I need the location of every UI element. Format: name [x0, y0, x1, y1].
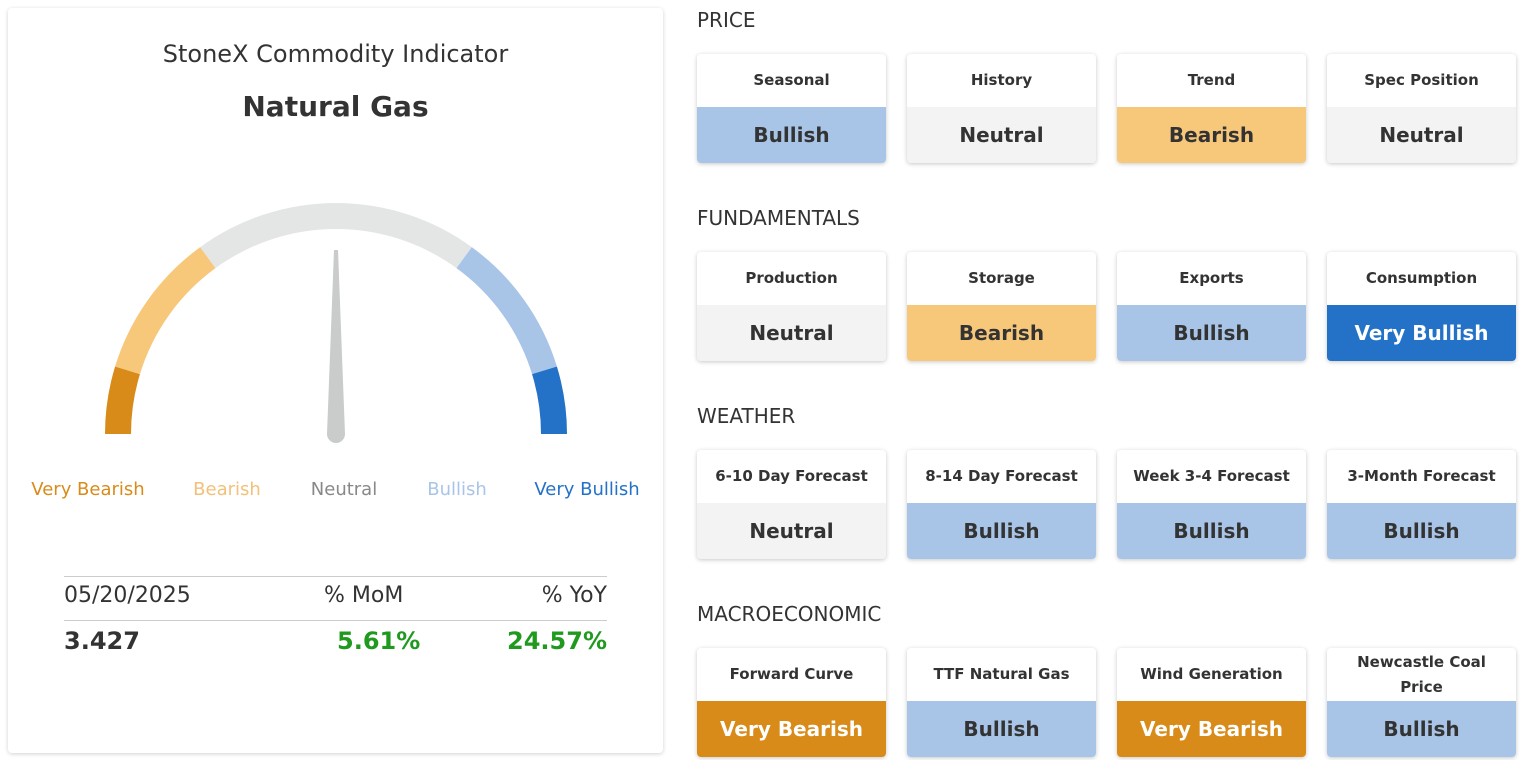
card-label: Trend	[1187, 71, 1236, 89]
stat-value: 3.427	[64, 627, 140, 655]
signal-card: Week 3-4 Forecast Bullish	[1117, 450, 1306, 559]
signal-card: Trend Bearish	[1117, 54, 1306, 163]
card-label: Wind Generation	[1140, 665, 1283, 683]
card-signal: Bullish	[1117, 503, 1306, 559]
level-label: Bullish	[427, 479, 487, 500]
signal-card: Forward Curve Very Bearish	[697, 648, 886, 757]
stat-header: 05/20/2025	[64, 583, 191, 608]
card-label: Newcastle Coal Price	[1357, 652, 1486, 696]
gauge-segment	[200, 203, 472, 269]
card-signal: Very Bearish	[697, 701, 886, 757]
gauge-segment	[456, 247, 557, 375]
level-label: Very Bullish	[534, 479, 640, 500]
card-signal: Very Bearish	[1117, 701, 1306, 757]
divider	[64, 620, 607, 621]
signal-card: 6-10 Day Forecast Neutral	[697, 450, 886, 559]
stat-header: % MoM	[324, 583, 404, 608]
section-title: FUNDAMENTALS	[697, 206, 860, 230]
card-label: TTF Natural Gas	[933, 665, 1070, 683]
card-label: Storage	[968, 269, 1035, 287]
level-label: Neutral	[310, 479, 378, 500]
card-label: Week 3-4 Forecast	[1133, 467, 1290, 485]
card-label: Production	[745, 269, 838, 287]
card-signal: Neutral	[697, 503, 886, 559]
card-label: 8-14 Day Forecast	[925, 467, 1078, 485]
stat-value: 5.61%	[337, 627, 421, 655]
card-label: Seasonal	[753, 71, 830, 89]
gauge-segment	[115, 247, 216, 375]
card-label: Spec Position	[1364, 71, 1479, 89]
signal-card: History Neutral	[907, 54, 1096, 163]
level-label: Bearish	[193, 479, 261, 500]
section-title: PRICE	[697, 8, 756, 32]
signal-card: Production Neutral	[697, 252, 886, 361]
card-label: Forward Curve	[729, 665, 854, 683]
card-label: 3-Month Forecast	[1347, 467, 1496, 485]
card-label: Consumption	[1365, 269, 1478, 287]
section-title: WEATHER	[697, 404, 796, 428]
signal-card: Spec Position Neutral	[1327, 54, 1516, 163]
signal-card: Consumption Very Bullish	[1327, 252, 1516, 361]
signal-card: TTF Natural Gas Bullish	[907, 648, 1096, 757]
stat-header: % YoY	[541, 583, 607, 608]
card-signal: Bullish	[1327, 503, 1516, 559]
card-label: Exports	[1179, 269, 1244, 287]
card-signal: Very Bullish	[1327, 305, 1516, 361]
card-signal: Bullish	[1117, 305, 1306, 361]
subtitle: Natural Gas	[242, 90, 429, 123]
section-title: MACROECONOMIC	[697, 602, 882, 626]
signal-card: Storage Bearish	[907, 252, 1096, 361]
stat-value: 24.57%	[507, 627, 607, 655]
card-signal: Bullish	[1327, 701, 1516, 757]
card-signal: Neutral	[1327, 107, 1516, 163]
card-signal: Bullish	[907, 503, 1096, 559]
title: StoneX Commodity Indicator	[162, 40, 509, 68]
level-label: Very Bearish	[31, 479, 145, 500]
indicator-panel: StoneX Commodity Indicator Natural Gas V…	[8, 8, 663, 753]
signal-card: 3-Month Forecast Bullish	[1327, 450, 1516, 559]
gauge	[105, 203, 567, 443]
signal-card: Exports Bullish	[1117, 252, 1306, 361]
signal-card: Seasonal Bullish	[697, 54, 886, 163]
card-signal: Bearish	[907, 305, 1096, 361]
gauge-needle	[327, 250, 345, 443]
gauge-segment	[105, 366, 140, 434]
signal-card: 8-14 Day Forecast Bullish	[907, 450, 1096, 559]
card-signal: Bullish	[697, 107, 886, 163]
signal-card: Wind Generation Very Bearish	[1117, 648, 1306, 757]
card-signal: Neutral	[907, 107, 1096, 163]
card-signal: Bullish	[907, 701, 1096, 757]
card-signal: Bearish	[1117, 107, 1306, 163]
gauge-segment	[532, 366, 567, 434]
card-signal: Neutral	[697, 305, 886, 361]
card-label: History	[970, 71, 1033, 89]
card-label: 6-10 Day Forecast	[715, 467, 868, 485]
divider	[64, 576, 607, 577]
signal-card: Newcastle Coal Price Bullish	[1327, 648, 1516, 757]
